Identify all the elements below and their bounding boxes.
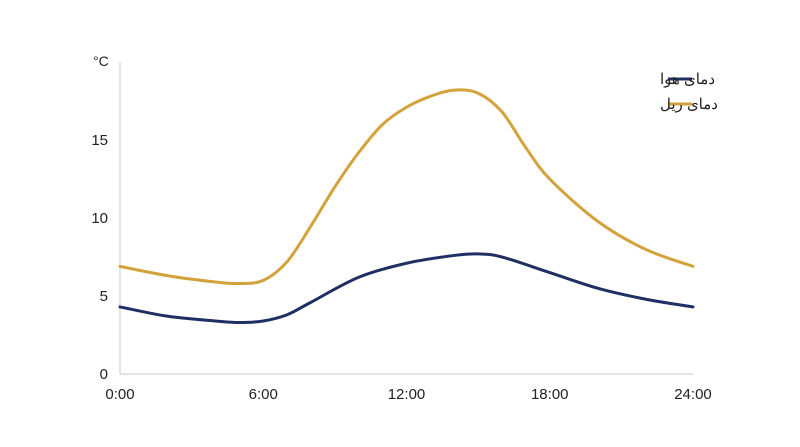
legend-label-1: دمای هوا	[660, 71, 715, 88]
legend: دمای هوا دمای ریل	[660, 71, 718, 113]
x-tick-label: 24:00	[674, 386, 712, 403]
x-tick-label: 0:00	[105, 386, 134, 403]
series-lines	[118, 88, 695, 325]
series-line-2	[118, 88, 695, 286]
x-tick-labels: 0:00 6:00 12:00 18:00 24:00	[105, 386, 711, 403]
legend-label-2: دمای ریل	[660, 96, 718, 113]
y-axis-unit-label: °C	[93, 53, 109, 69]
y-tick-label: 5	[100, 288, 108, 305]
x-tick-label: 6:00	[249, 386, 278, 403]
y-tick-label: 0	[100, 366, 108, 383]
x-tick-label: 18:00	[531, 386, 569, 403]
y-tick-labels: 0 5 10 15	[91, 132, 108, 383]
y-tick-label: 15	[91, 132, 108, 149]
series-line-1	[118, 252, 695, 325]
y-tick-label: 10	[91, 210, 108, 227]
x-tick-label: 12:00	[388, 386, 426, 403]
